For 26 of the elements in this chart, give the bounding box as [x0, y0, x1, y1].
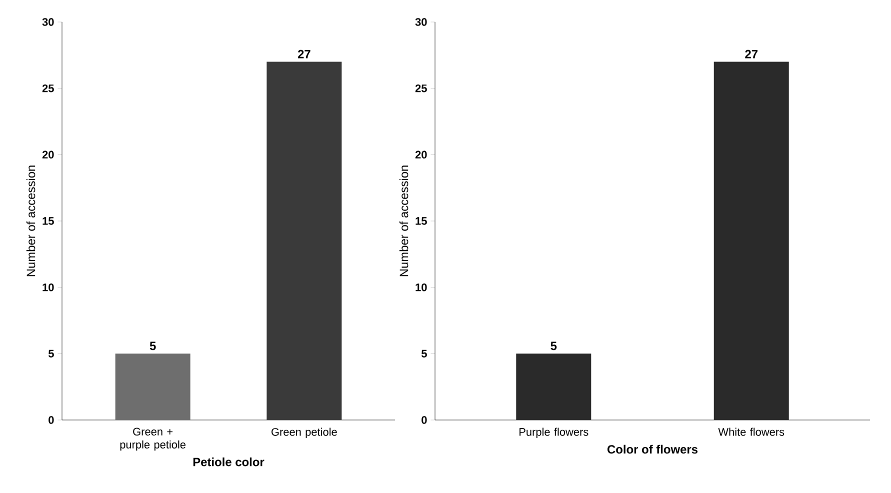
y-tick-label: 15 [42, 217, 54, 225]
y-axis-title: Number of accession [399, 166, 408, 276]
data-label: 5 [150, 342, 156, 350]
y-tick-label: 15 [416, 217, 427, 225]
y-tick-label: 30 [42, 18, 54, 26]
y-tick-label: 5 [48, 350, 54, 358]
data-label: 27 [298, 50, 310, 58]
x-axis-title: Color of flowers [607, 444, 698, 454]
x-axis-title: Petiole color [193, 457, 264, 466]
y-tick-label: 0 [48, 416, 54, 424]
y-tick-label: 10 [42, 283, 54, 292]
x-tick-label: Purple flowers [520, 428, 588, 438]
x-tick-label: White flowers [718, 428, 784, 436]
y-tick-label: 20 [415, 150, 427, 159]
data-label: 5 [550, 342, 557, 350]
y-axis-title: Number of accession [26, 166, 36, 276]
x-tick-label: Green + purple petiole [120, 428, 186, 451]
y-tick-label: 30 [415, 18, 427, 26]
y-tick-label: 0 [422, 416, 427, 424]
y-tick-label: 5 [421, 350, 427, 358]
y-tick-label: 25 [42, 84, 54, 92]
y-tick-label: 20 [42, 150, 54, 159]
data-label: 27 [745, 50, 758, 58]
y-tick-label: 10 [416, 283, 427, 292]
y-tick-label: 25 [415, 84, 427, 92]
x-tick-label: Green petiole [272, 428, 337, 438]
